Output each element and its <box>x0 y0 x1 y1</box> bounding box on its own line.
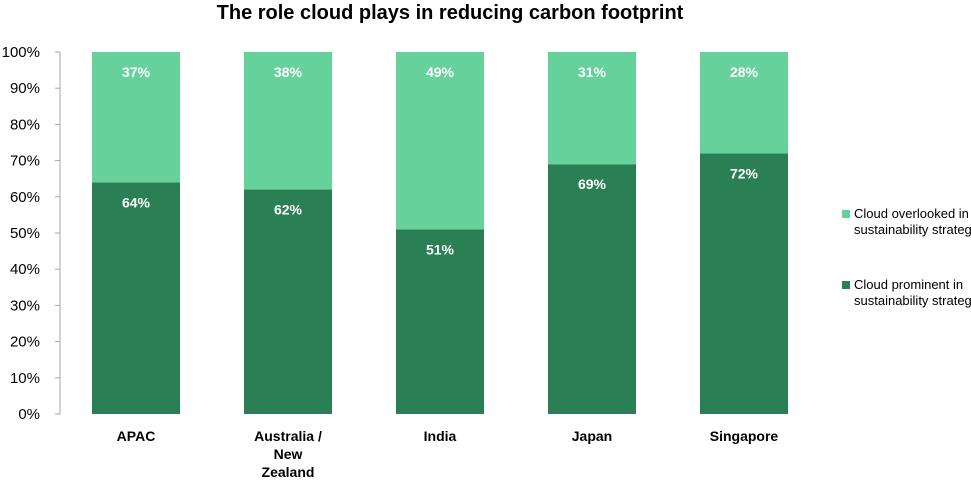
y-tick-label: 30% <box>10 297 40 314</box>
data-label: 62% <box>274 202 303 218</box>
x-tick-label: Japan <box>572 428 612 444</box>
y-tick-label: 50% <box>10 225 40 242</box>
data-label: 49% <box>426 64 455 80</box>
data-label: 37% <box>122 64 151 80</box>
bar-prominent <box>244 189 332 414</box>
bar-overlooked <box>244 52 332 190</box>
y-tick-label: 40% <box>10 261 40 278</box>
data-label: 69% <box>578 176 607 192</box>
bar-prominent <box>700 153 788 415</box>
data-label: 38% <box>274 64 303 80</box>
y-tick-label: 100% <box>2 44 40 61</box>
chart-title: The role cloud plays in reducing carbon … <box>216 2 684 24</box>
data-label: 31% <box>578 64 607 80</box>
data-label: 64% <box>122 194 151 210</box>
y-tick-label: 60% <box>10 189 40 206</box>
bar-overlooked <box>700 52 788 154</box>
data-label: 51% <box>426 241 455 257</box>
y-tick-label: 80% <box>10 116 40 133</box>
x-tick-label: Australia / New Zealand <box>254 428 322 480</box>
bar-prominent <box>92 182 180 414</box>
y-tick-label: 70% <box>10 153 40 170</box>
data-label: 28% <box>730 64 759 80</box>
legend-swatch-prominent <box>842 281 850 289</box>
legend-label-overlooked: Cloud overlooked in sustainability strat… <box>854 206 971 237</box>
y-tick-label: 90% <box>10 80 40 97</box>
bar-overlooked <box>92 52 180 183</box>
y-tick-label: 0% <box>18 406 40 423</box>
x-tick-label: India <box>424 428 457 444</box>
legend-label-prominent: Cloud prominent in sustainability strate… <box>854 277 971 308</box>
y-tick-label: 10% <box>10 370 40 387</box>
bar-overlooked <box>548 52 636 165</box>
data-label: 72% <box>730 165 759 181</box>
bar-overlooked <box>396 52 484 230</box>
bar-prominent <box>548 164 636 414</box>
x-tick-label: APAC <box>117 428 156 444</box>
legend-swatch-overlooked <box>842 210 850 218</box>
bar-prominent <box>396 229 484 414</box>
x-tick-label: Singapore <box>710 428 779 444</box>
y-tick-label: 20% <box>10 334 40 351</box>
